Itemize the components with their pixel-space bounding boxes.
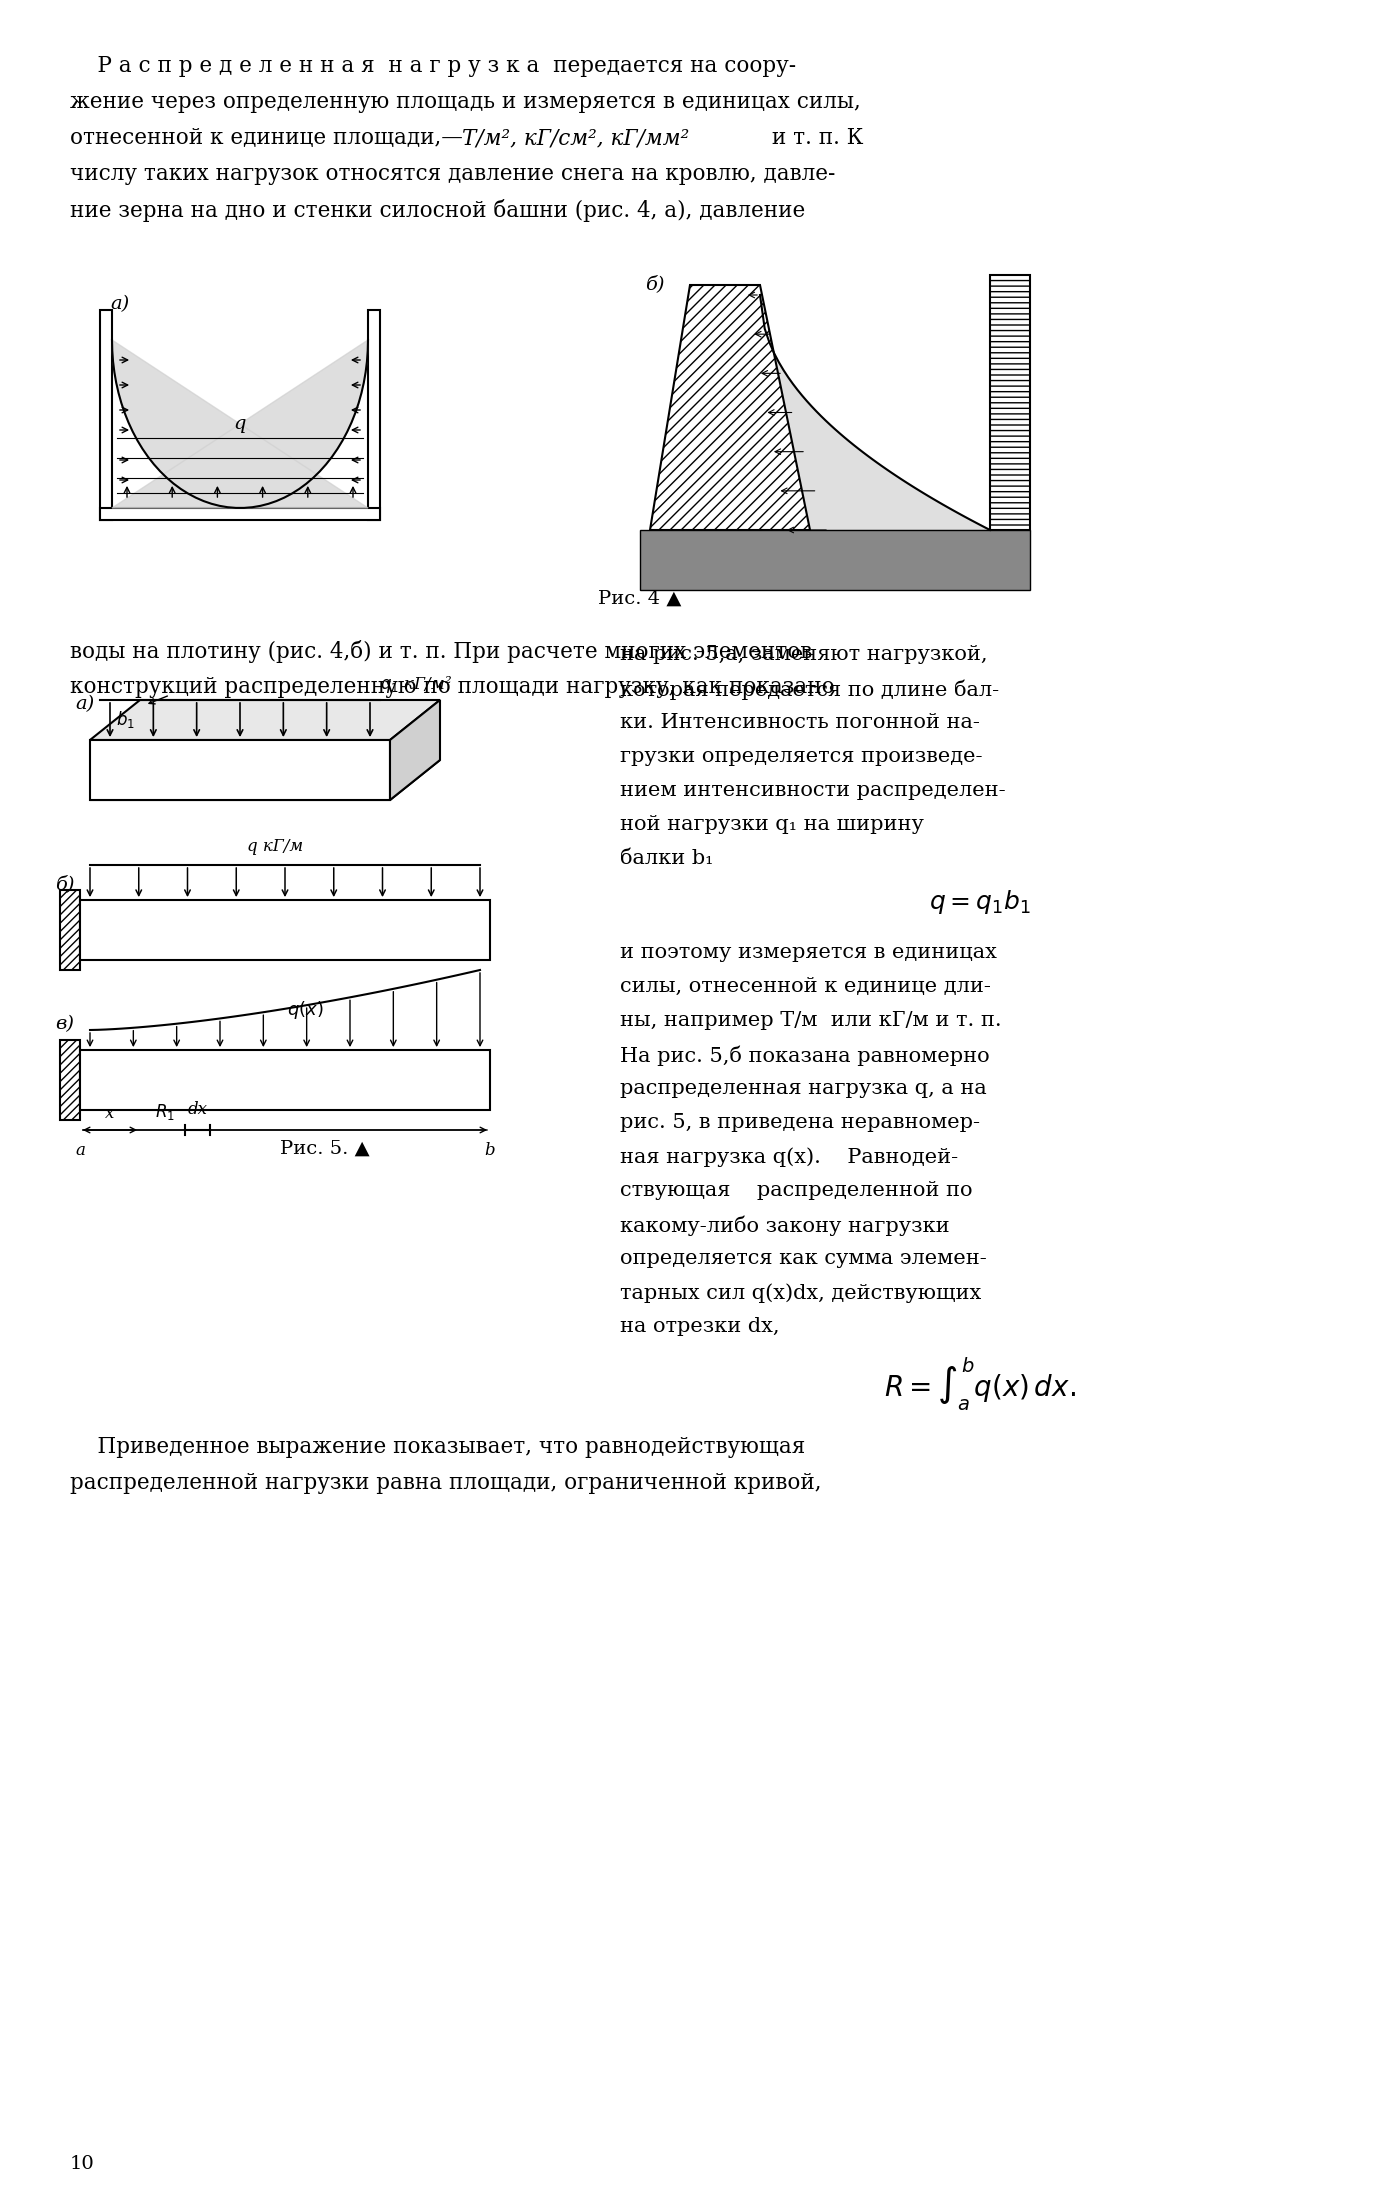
Text: на рис. 5,а, заменяют нагрузкой,: на рис. 5,а, заменяют нагрузкой, [620, 645, 988, 665]
Bar [60, 890, 80, 971]
Text: Р а с п р е д е л е н н а я  н а г р у з к а  передается на соору-: Р а с п р е д е л е н н а я н а г р у з … [70, 55, 796, 77]
Polygon shape [651, 284, 810, 529]
Polygon shape [760, 295, 990, 529]
Text: $R = \int_a^b q(x)\,dx.$: $R = \int_a^b q(x)\,dx.$ [884, 1355, 1076, 1414]
Text: отнесенной к единице площади,—: отнесенной к единице площади,— [70, 127, 470, 149]
Text: $b_1$: $b_1$ [116, 710, 134, 730]
Text: воды на плотину (рис. 4,б) и т. п. При расчете многих элементов: воды на плотину (рис. 4,б) и т. п. При р… [70, 640, 813, 662]
Text: нием интенсивности распределен-: нием интенсивности распределен- [620, 780, 1006, 800]
Text: тарных сил q(x)dx, действующих: тарных сил q(x)dx, действующих [620, 1283, 981, 1303]
Text: ние зерна на дно и стенки силосной башни (рис. 4, а), давление: ние зерна на дно и стенки силосной башни… [70, 199, 806, 223]
Text: балки b₁: балки b₁ [620, 848, 713, 868]
Text: ной нагрузки q₁ на ширину: ной нагрузки q₁ на ширину [620, 815, 923, 835]
Bar [80, 1049, 490, 1110]
Bar [99, 507, 381, 520]
Text: dx: dx [187, 1102, 207, 1117]
Text: ствующая    распределенной по: ствующая распределенной по [620, 1180, 972, 1200]
Text: конструкций распределенную по площади нагрузку, как показано: конструкций распределенную по площади на… [70, 675, 835, 697]
Text: б): б) [55, 874, 74, 894]
Text: определяется как сумма элемен-: определяется как сумма элемен- [620, 1248, 986, 1268]
Text: а): а) [76, 695, 94, 713]
Text: б): б) [645, 275, 665, 293]
Text: числу таких нагрузок относятся давление снега на кровлю, давле-: числу таких нагрузок относятся давление … [70, 164, 835, 186]
Text: q кГ/м: q кГ/м [248, 837, 304, 855]
Text: ная нагрузка q(x).    Равнодей-: ная нагрузка q(x). Равнодей- [620, 1148, 958, 1167]
Text: $q = q_1 b_1$: $q = q_1 b_1$ [929, 888, 1031, 916]
Text: в): в) [55, 1014, 74, 1034]
Polygon shape [90, 761, 441, 800]
Polygon shape [390, 700, 441, 800]
Text: Рис. 5. ▲: Рис. 5. ▲ [280, 1141, 369, 1159]
Text: b: b [484, 1141, 495, 1159]
Text: грузки определяется произведе-: грузки определяется произведе- [620, 748, 982, 765]
Bar [99, 310, 112, 520]
Text: какому-либо закону нагрузки: какому-либо закону нагрузки [620, 1215, 950, 1235]
Text: a: a [76, 1141, 85, 1159]
Polygon shape [90, 741, 390, 800]
Text: На рис. 5,б показана равномерно: На рис. 5,б показана равномерно [620, 1045, 989, 1065]
Text: q: q [234, 415, 246, 433]
Text: распределенная нагрузка q, а на: распределенная нагрузка q, а на [620, 1080, 986, 1097]
Text: Рис. 4 ▲: Рис. 4 ▲ [599, 590, 681, 608]
Text: Т/м², кГ/см², кГ/мм²: Т/м², кГ/см², кГ/мм² [462, 127, 690, 149]
Text: и т. п. К: и т. п. К [765, 127, 863, 149]
Text: Приведенное выражение показывает, что равнодействующая: Приведенное выражение показывает, что ра… [70, 1436, 806, 1458]
Text: $q(x)$: $q(x)$ [287, 999, 323, 1021]
Text: жение через определенную площадь и измеряется в единицах силы,: жение через определенную площадь и измер… [70, 92, 860, 114]
Text: ны, например Т/м  или кГ/м и т. п.: ны, например Т/м или кГ/м и т. п. [620, 1010, 1002, 1030]
Bar [368, 310, 381, 520]
Text: и поэтому измеряется в единицах: и поэтому измеряется в единицах [620, 942, 997, 962]
Text: 10: 10 [70, 2155, 95, 2173]
Bar [990, 275, 1030, 529]
Polygon shape [90, 700, 441, 741]
Text: x: x [105, 1104, 115, 1121]
Text: $q_1$ кГ/м²: $q_1$ кГ/м² [381, 673, 452, 695]
Text: на отрезки dx,: на отрезки dx, [620, 1316, 779, 1336]
Text: которая передается по длине бал-: которая передается по длине бал- [620, 680, 999, 700]
Bar [60, 1041, 80, 1119]
Text: а): а) [111, 295, 129, 313]
Bar [80, 901, 490, 960]
Text: силы, отнесенной к единице дли-: силы, отнесенной к единице дли- [620, 977, 990, 997]
Bar [639, 529, 1030, 590]
Text: рис. 5, в приведена неравномер-: рис. 5, в приведена неравномер- [620, 1113, 981, 1132]
Polygon shape [112, 341, 368, 507]
Text: распределенной нагрузки равна площади, ограниченной кривой,: распределенной нагрузки равна площади, о… [70, 1471, 821, 1493]
Text: $R_1$: $R_1$ [155, 1102, 175, 1121]
Text: ки. Интенсивность погонной на-: ки. Интенсивность погонной на- [620, 713, 979, 732]
